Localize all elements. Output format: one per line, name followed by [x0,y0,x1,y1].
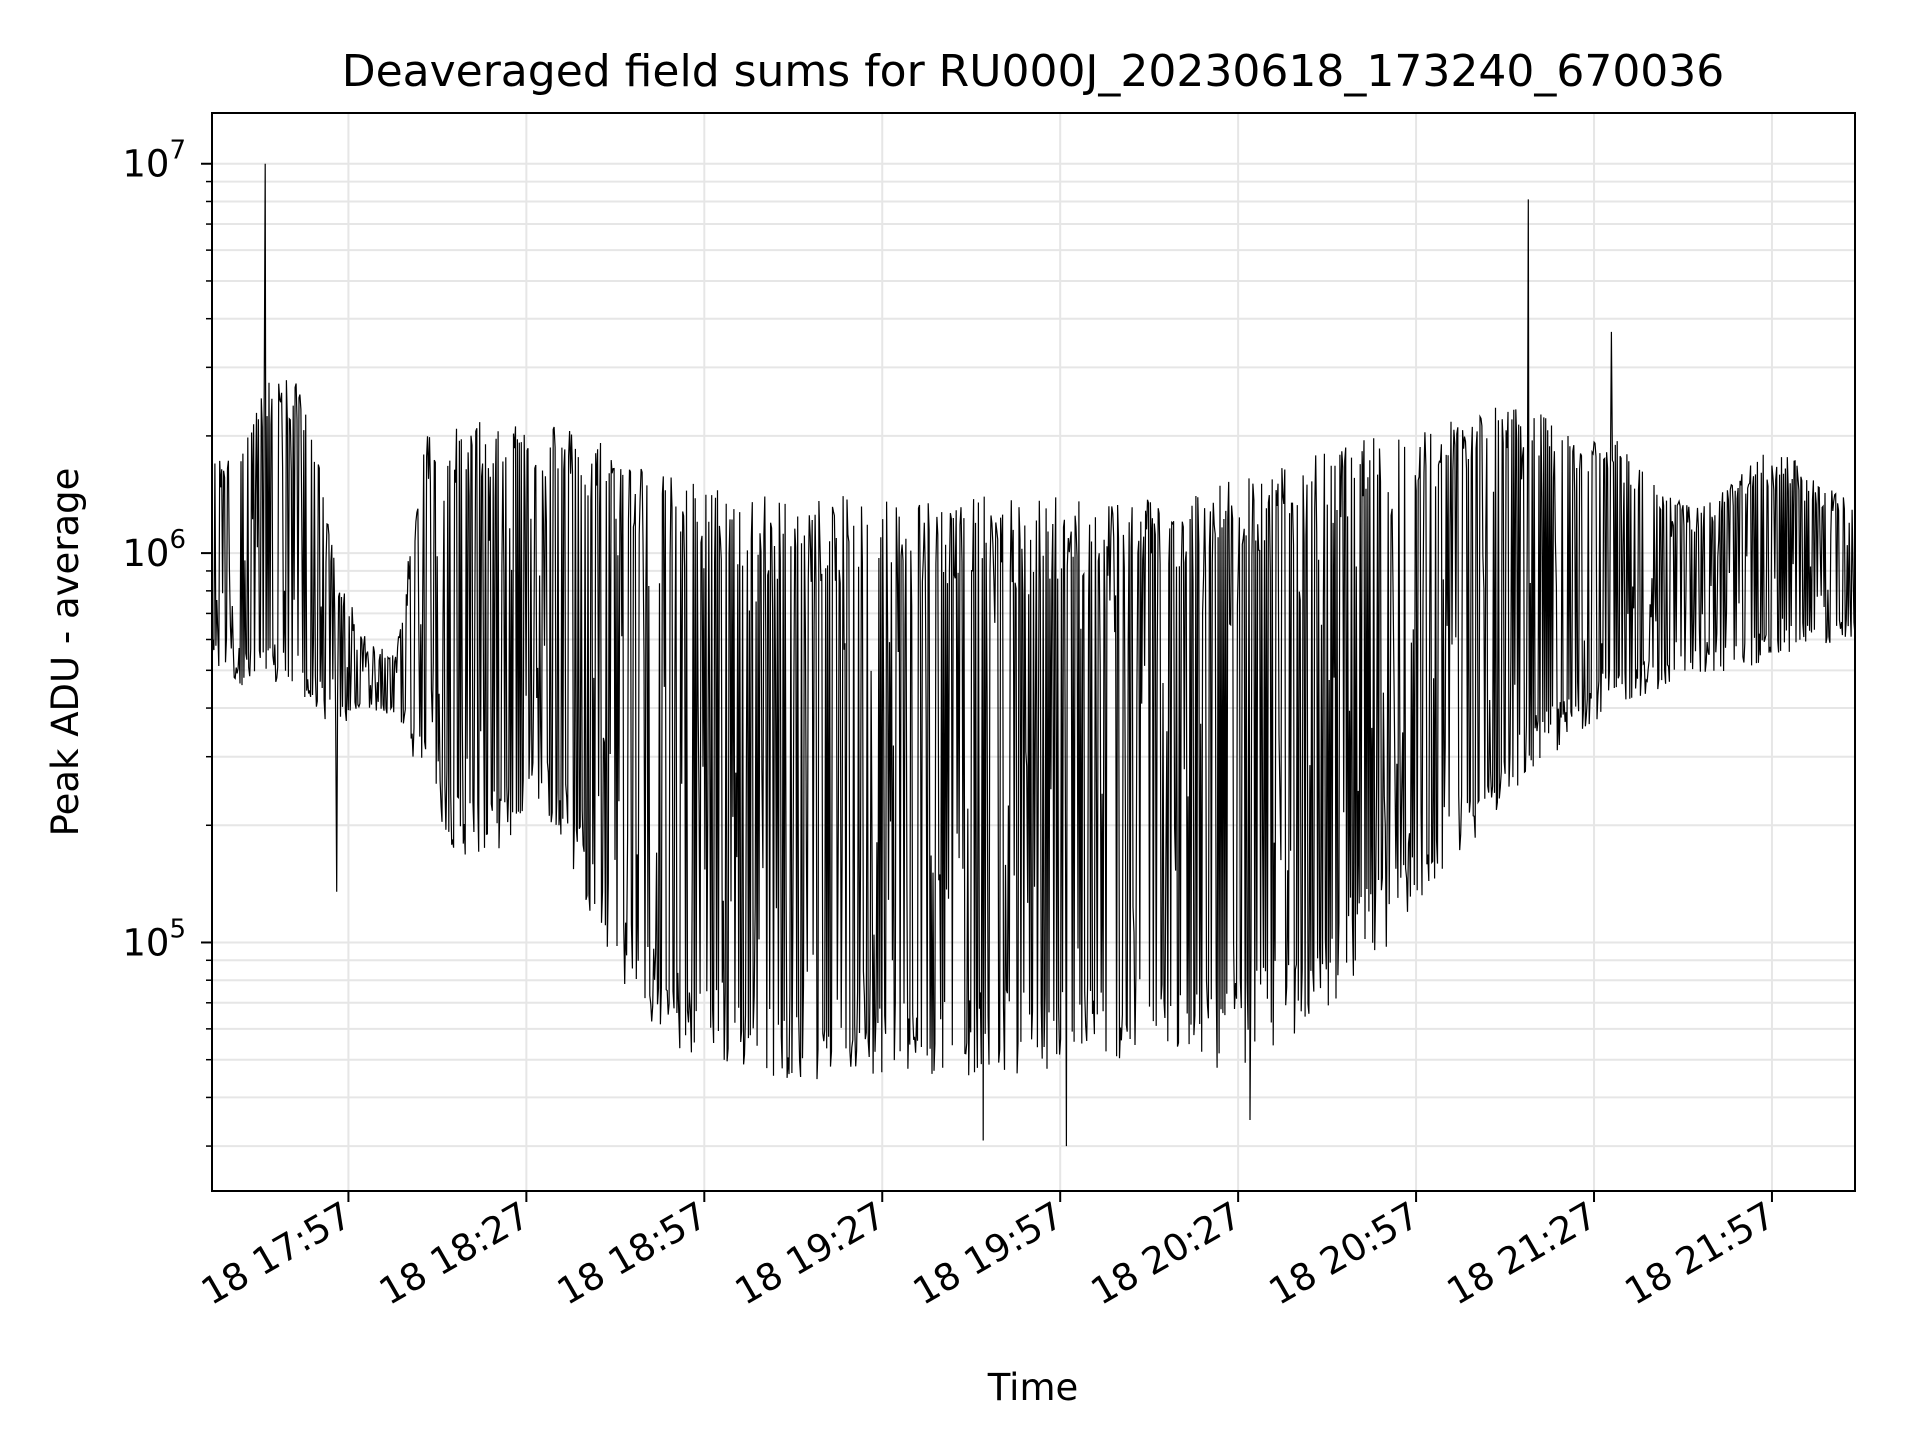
series-group [212,163,1855,1147]
series-line [212,163,1855,1147]
chart-title: Deaveraged field sums for RU000J_2023061… [342,46,1725,97]
y-axis: 105 106 107 [122,136,212,1147]
y-tick-label: 107 [122,136,186,186]
y-axis-label: Peak ADU - average [44,468,87,837]
plot-frame [211,112,1856,1192]
y-tick-label: 105 [122,914,186,964]
x-axis-label: Time [987,1366,1079,1409]
y-tick-label: 106 [122,525,186,575]
